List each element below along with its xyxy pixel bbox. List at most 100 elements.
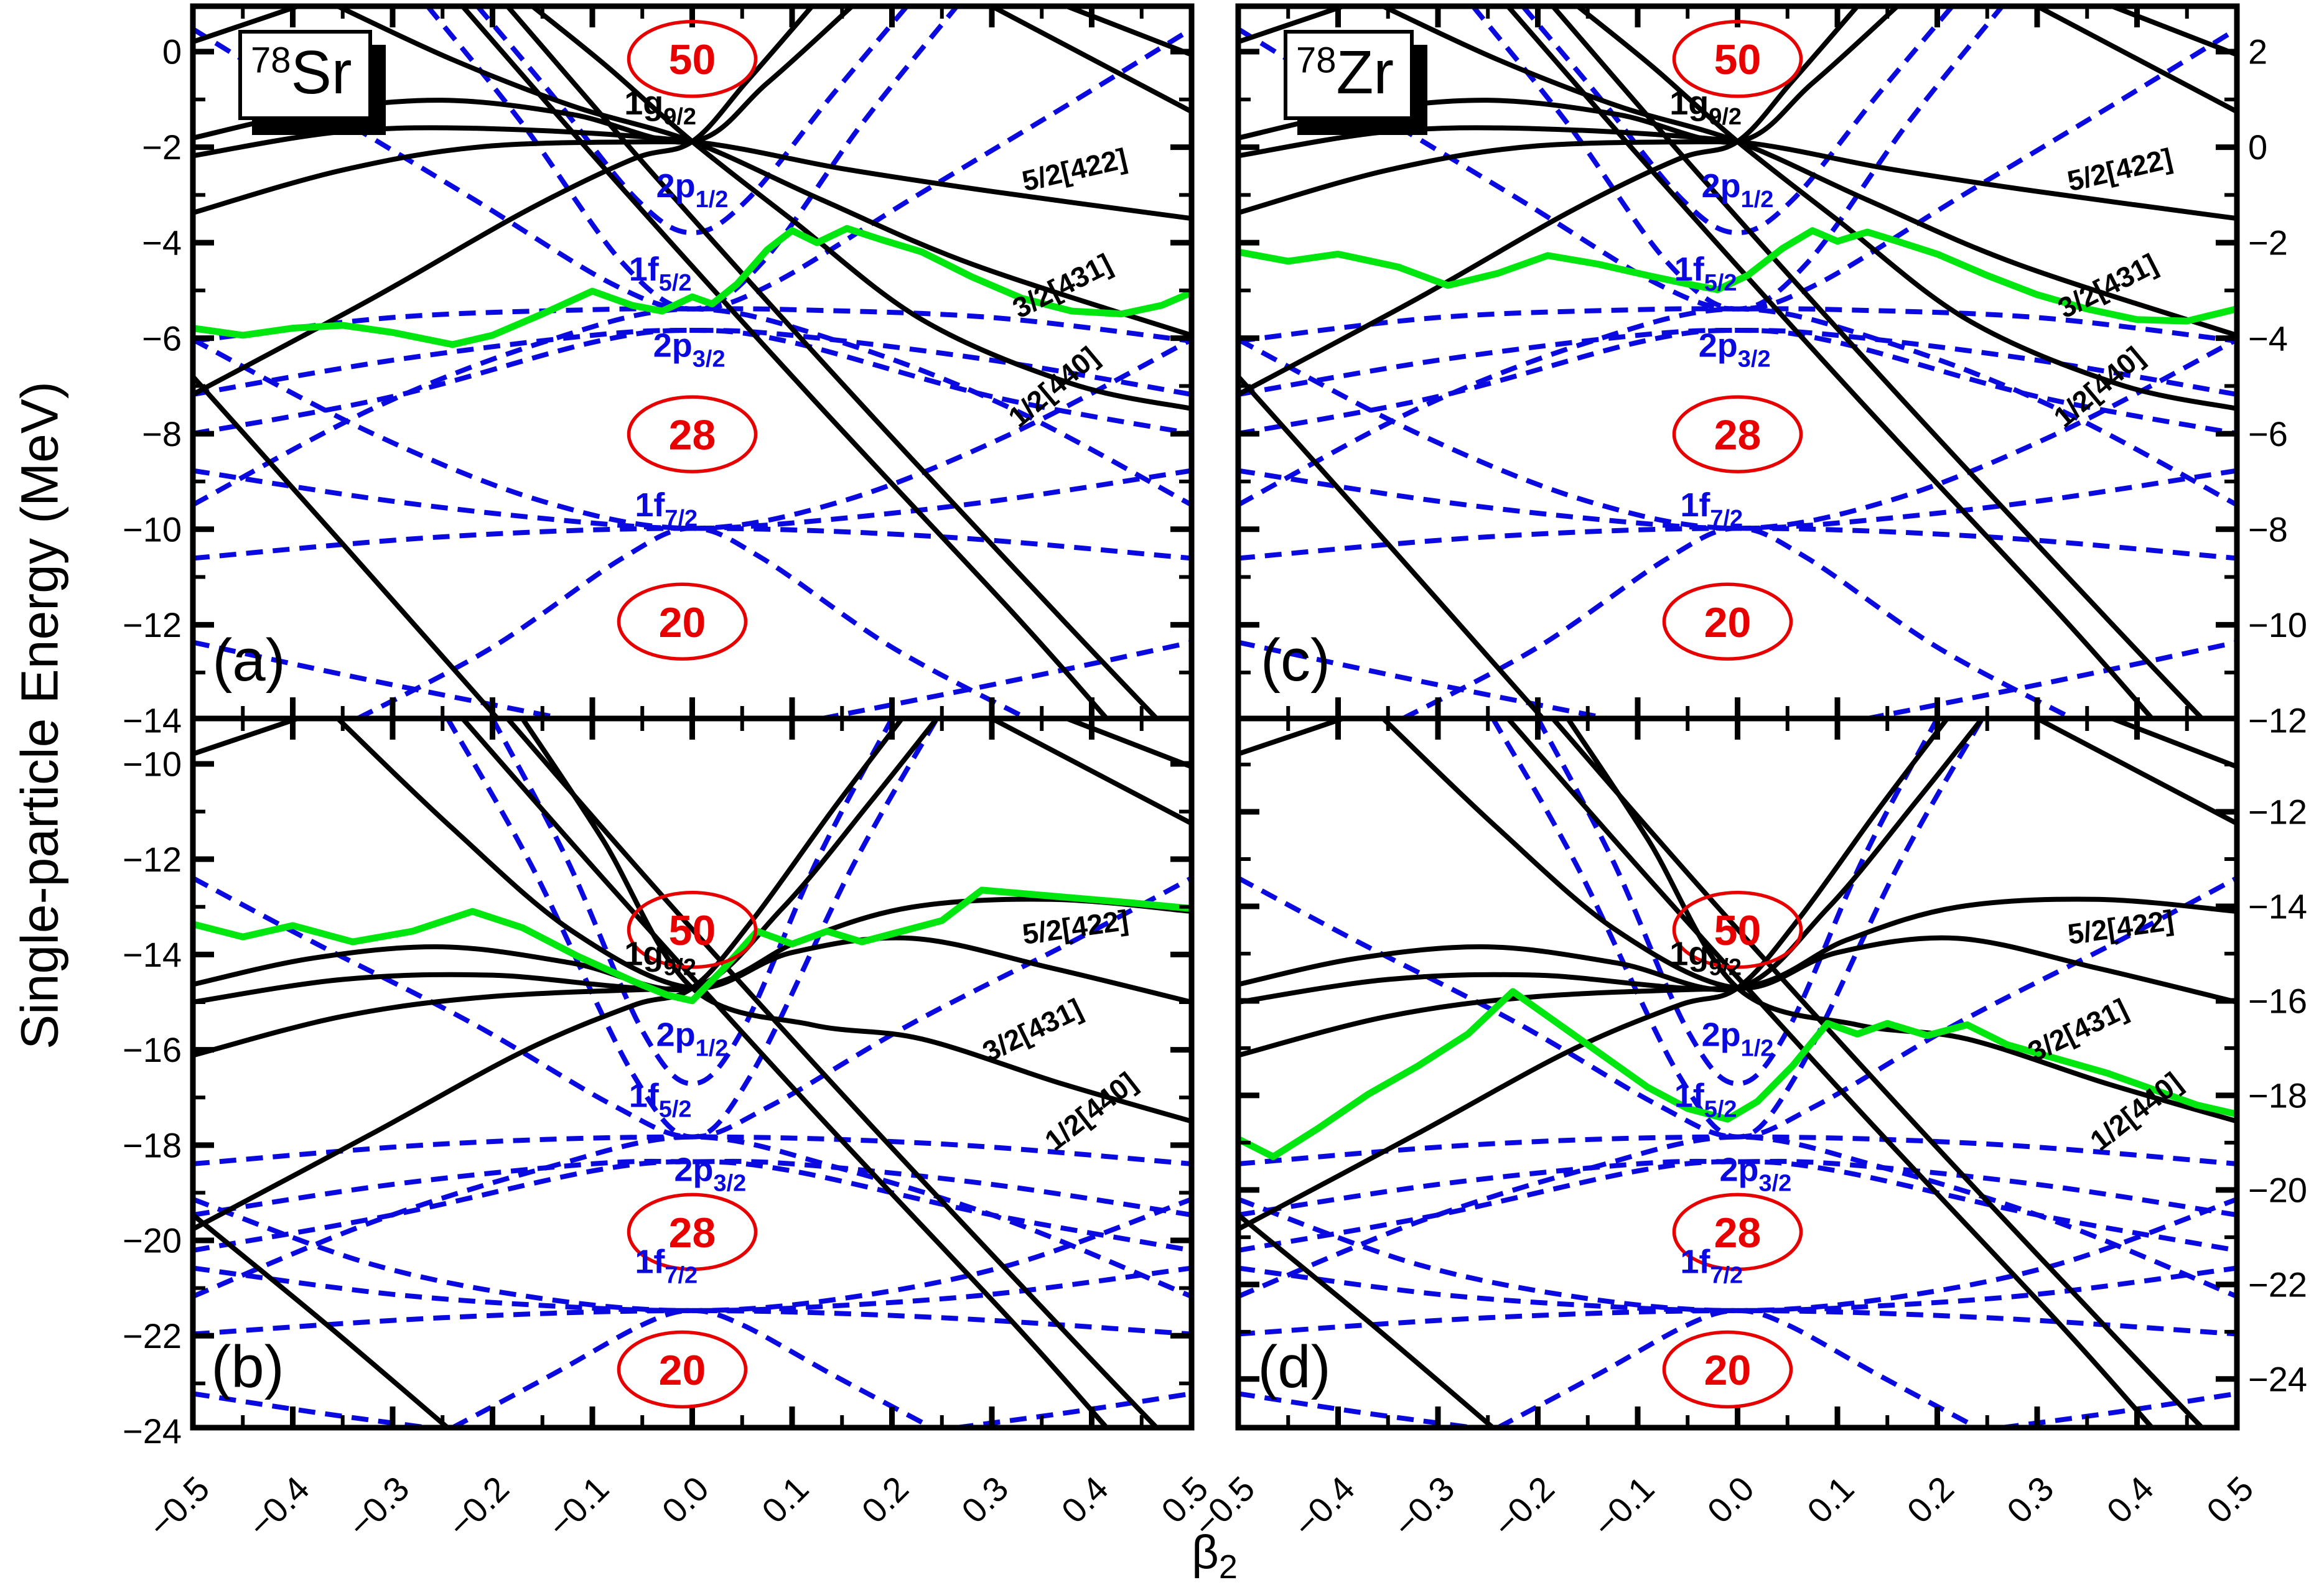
- magic-number-ellipse: [1672, 1192, 1803, 1272]
- level-curve-negative-parity: [1867, 639, 2237, 718]
- nuclide-symbol: Sr: [291, 38, 352, 106]
- shell-label: 1f5/2: [1674, 1077, 1737, 1123]
- level-curve-negative-parity: [1238, 1391, 1473, 1428]
- nilsson-label: 5/2[422]: [1019, 142, 1131, 197]
- level-curve-negative-parity: [193, 1134, 1192, 1166]
- magic-number-ellipse: [627, 1192, 758, 1272]
- level-curve-positive-parity: [1238, 6, 1860, 397]
- level-curve-negative-parity: [193, 327, 1192, 436]
- panel-letter-a: (a): [212, 627, 286, 694]
- x-tick-label: 0.3: [1999, 1469, 2061, 1531]
- shell-label: 1g9/2: [1669, 85, 1742, 130]
- shell-label: 1g9/2: [624, 936, 696, 981]
- shell-label: 1f7/2: [1680, 1243, 1743, 1288]
- level-curve-negative-parity: [1238, 1134, 2237, 1166]
- level-curve-positive-parity: [335, 718, 1192, 1005]
- level-curve-negative-parity: [193, 1158, 1192, 1217]
- nilsson-label: 5/2[422]: [2065, 142, 2176, 197]
- level-curve-positive-parity: [1238, 985, 1738, 1058]
- magic-number-ellipse: [617, 582, 748, 661]
- level-curve-negative-parity: [821, 639, 1192, 718]
- level-curve-negative-parity: [1521, 6, 1954, 236]
- y-tick-label: −2: [142, 128, 182, 167]
- panel-c-ticks: [1235, 6, 2240, 718]
- shell-label: 1f5/2: [1674, 251, 1737, 296]
- shell-label: 2p3/2: [653, 327, 726, 372]
- level-curve-negative-parity: [1401, 526, 2074, 718]
- y-axis-title: Single-particle Energy (MeV): [10, 381, 69, 1049]
- nuclide-mass-number: 78: [251, 40, 291, 81]
- y-tick-label: −24: [123, 1411, 182, 1451]
- level-curve-positive-parity: [531, 6, 1192, 411]
- level-curve-positive-parity: [2111, 6, 2237, 57]
- level-curve-negative-parity: [193, 526, 1192, 561]
- shell-label: 2p3/2: [1699, 327, 1771, 372]
- magic-number-ellipse: [627, 395, 758, 473]
- magic-number-ellipse: [627, 19, 758, 98]
- magic-number-label: 20: [659, 1347, 706, 1394]
- y-tick-label: −12: [123, 605, 182, 644]
- nilsson-label: 5/2[422]: [1020, 904, 1131, 951]
- panel-d-ticks: [1235, 718, 2240, 1428]
- x-tick-label: −0.4: [1286, 1469, 1362, 1545]
- shell-label: 1f5/2: [629, 1077, 692, 1123]
- nuclide-label-78Sr: 78Sr: [238, 30, 372, 120]
- y-tick-label: −6: [2248, 414, 2288, 453]
- level-curve-positive-parity: [193, 6, 814, 397]
- magic-number-ellipse: [627, 890, 758, 969]
- level-curve-negative-parity: [193, 1265, 1192, 1313]
- y-tick-label: −12: [2248, 793, 2307, 832]
- panel-c-curves: [1238, 6, 2237, 718]
- x-tick-label: 0.4: [2099, 1469, 2161, 1531]
- x-tick-label: −0.3: [340, 1469, 417, 1545]
- level-curve-positive-parity: [193, 985, 693, 1058]
- magic-number-label: 28: [1714, 1209, 1762, 1257]
- level-curve-positive-parity: [1238, 718, 1344, 756]
- magic-number-label: 28: [1714, 412, 1762, 459]
- level-curve-positive-parity: [193, 718, 904, 1232]
- magic-number-label: 50: [1714, 36, 1762, 83]
- x-axis-title: β2: [1192, 1525, 1238, 1586]
- x-tick-label: 0.1: [754, 1469, 816, 1531]
- level-curve-negative-parity: [1238, 1134, 2237, 1299]
- level-curve-negative-parity: [193, 468, 1192, 531]
- magic-number-ellipse: [1672, 890, 1803, 969]
- fermi-level-line: [1238, 227, 2237, 325]
- x-tick-label: −0.1: [1585, 1469, 1662, 1545]
- fermi-level-line: [1238, 988, 2237, 1161]
- level-curve-positive-parity: [1238, 718, 1949, 1232]
- y-tick-label: −10: [123, 509, 182, 549]
- level-curve-positive-parity: [1065, 6, 1192, 57]
- fermi-level-line: [193, 225, 1192, 348]
- level-curve-positive-parity: [337, 6, 1192, 338]
- level-curve-positive-parity: [1238, 1212, 1495, 1428]
- y-tick-label: −12: [123, 840, 182, 879]
- panel-a-curves: [193, 6, 1192, 718]
- level-curve-positive-parity: [1238, 718, 1984, 993]
- level-curve-negative-parity: [193, 1308, 1192, 1337]
- level-curve-negative-parity: [475, 6, 909, 236]
- level-curve-negative-parity: [193, 1391, 428, 1428]
- y-tick-label: −8: [2248, 509, 2288, 549]
- level-curve-positive-parity: [520, 718, 1192, 1124]
- y-tick-label: −2: [2248, 223, 2288, 263]
- y-tick-label: −10: [2248, 605, 2307, 644]
- level-curve-negative-parity: [1238, 1158, 2237, 1217]
- level-curve-positive-parity: [193, 1212, 449, 1428]
- panel-d-curves: [1238, 718, 2237, 1428]
- level-curve-positive-parity: [991, 6, 1192, 114]
- magic-number-ellipse: [1672, 395, 1803, 473]
- level-curve-negative-parity: [1238, 306, 2237, 508]
- level-curve-negative-parity: [193, 1134, 1192, 1299]
- level-curve-positive-parity: [2036, 718, 2237, 826]
- level-curve-positive-parity: [1551, 6, 2204, 718]
- y-tick-label: −8: [142, 414, 182, 453]
- shell-label: 1g9/2: [624, 85, 696, 130]
- x-tick-label: 0.2: [1899, 1469, 1961, 1531]
- x-tick-label: −0.2: [440, 1469, 516, 1545]
- panel-letter-b: (b): [211, 1334, 284, 1400]
- level-curve-negative-parity: [2002, 1391, 2237, 1428]
- y-tick-label: −10: [123, 745, 182, 784]
- shell-label: 1f7/2: [635, 486, 698, 532]
- level-curve-positive-parity: [1382, 6, 2237, 338]
